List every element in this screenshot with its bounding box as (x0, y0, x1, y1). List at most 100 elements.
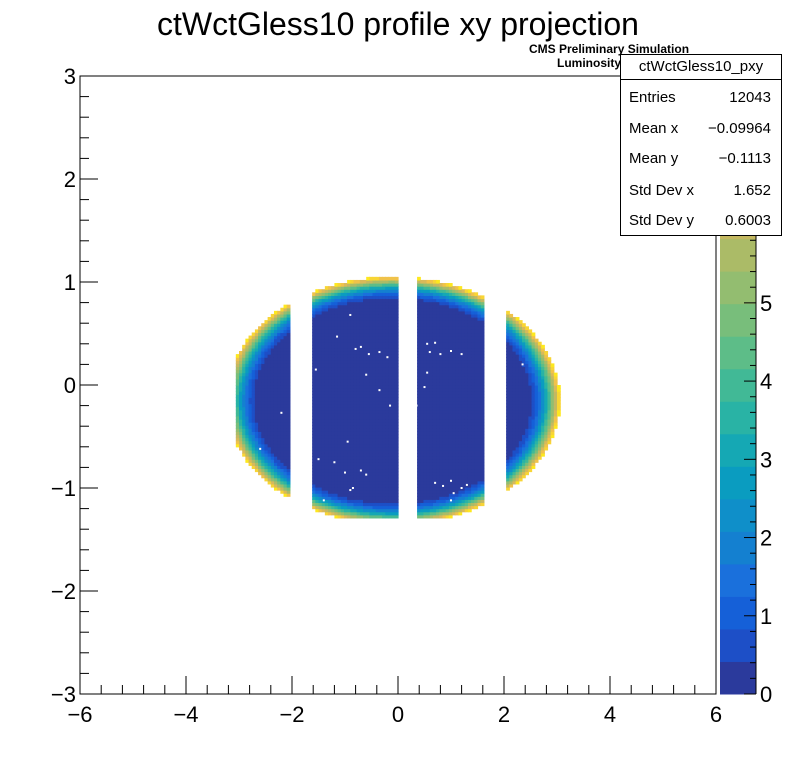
heatmap-cell (318, 323, 323, 327)
heatmap-cell (436, 286, 440, 290)
heatmap-cell (286, 486, 291, 491)
heatmap-cell (242, 425, 246, 429)
heatmap-cell (366, 363, 370, 368)
heatmap-cell (436, 378, 440, 383)
heatmap-cell (312, 496, 316, 500)
heatmap-cell (286, 344, 291, 349)
heatmap-cell (359, 511, 364, 516)
heatmap-cell (506, 338, 510, 343)
heatmap-cell (372, 329, 377, 334)
heatmap-cell (273, 483, 278, 488)
heatmap-cell (280, 363, 285, 368)
heatmap-cell (273, 477, 278, 482)
heatmap-cell (375, 394, 380, 398)
heatmap-cell (254, 388, 259, 392)
heatmap-cell (442, 412, 447, 417)
heatmap-cell (378, 354, 383, 358)
heatmap-cell (439, 304, 444, 309)
heatmap-cell (452, 474, 456, 479)
heatmap-cell (452, 465, 456, 470)
heatmap-cell (432, 415, 437, 420)
heatmap-cell (429, 323, 434, 327)
heatmap-cell (445, 292, 450, 296)
heatmap-cell (347, 452, 351, 457)
heatmap-cell (436, 480, 440, 485)
heatmap-cell (251, 452, 256, 457)
heatmap-cell (283, 351, 288, 355)
heatmap-cell (242, 440, 246, 445)
heatmap-cell (417, 298, 421, 303)
heatmap-cell (432, 449, 437, 454)
heatmap-cell (315, 366, 320, 371)
heatmap-cell (385, 452, 390, 457)
heatmap-cell (378, 391, 383, 395)
heatmap-cell (264, 471, 269, 476)
heatmap-cell (369, 295, 374, 300)
heatmap-cell (318, 320, 323, 324)
heatmap-cell (273, 462, 278, 466)
heatmap-cell (353, 301, 358, 306)
heatmap-cell (385, 295, 390, 300)
heatmap-cell (461, 298, 466, 303)
heatmap-cell (331, 493, 335, 497)
heatmap-cell (254, 363, 259, 368)
heatmap-cell (461, 434, 466, 439)
heatmap-cell (343, 425, 348, 429)
heatmap-cell (423, 357, 428, 361)
heatmap-cell (363, 295, 367, 300)
heatmap-cell (439, 514, 444, 519)
heatmap-cell (251, 459, 256, 463)
heatmap-cell (347, 431, 351, 436)
heatmap-cell (321, 480, 326, 485)
heatmap-cell (445, 283, 450, 287)
heatmap-cell (366, 422, 370, 426)
heatmap-cell (286, 329, 291, 334)
heatmap-cell (277, 366, 281, 371)
heatmap-cell (522, 344, 526, 349)
heatmap-cell (328, 480, 332, 485)
heatmap-cell (321, 326, 326, 330)
heatmap-cell (458, 391, 463, 395)
heatmap-cell (343, 511, 348, 516)
heatmap-cell (474, 357, 479, 361)
heatmap-cell (254, 391, 259, 395)
heatmap-cell (512, 452, 517, 457)
heatmap-cell (518, 388, 523, 392)
heatmap-cell (264, 329, 269, 334)
heatmap-cell (506, 468, 510, 473)
heatmap-cell (474, 440, 479, 445)
heatmap-cell (518, 372, 523, 377)
heatmap-cell (385, 465, 390, 470)
heatmap-cell (442, 307, 447, 312)
heatmap-cell (347, 326, 351, 330)
heatmap-cell (318, 295, 323, 300)
heatmap-cell (452, 493, 456, 497)
heatmap-cell (264, 357, 269, 361)
heatmap-cell (518, 437, 523, 442)
heatmap-cell (537, 360, 542, 364)
heatmap-cell (439, 381, 444, 386)
heatmap-cell (436, 289, 440, 293)
heatmap-cell (331, 286, 335, 290)
heatmap-cell (394, 428, 399, 432)
heatmap-cell (429, 459, 434, 463)
heatmap-cell (448, 320, 453, 324)
heatmap-cell (426, 403, 431, 408)
heatmap-cell (429, 298, 434, 303)
heatmap-cell (334, 459, 339, 463)
heatmap-cell (356, 422, 361, 426)
heatmap-cell (436, 391, 440, 395)
heatmap-cell (277, 335, 281, 340)
heatmap-cell (506, 369, 510, 374)
heatmap-cell (426, 440, 431, 445)
heatmap-cell (312, 418, 316, 423)
heatmap-cell (512, 375, 517, 380)
heatmap-cell (363, 499, 367, 504)
heatmap-cell (445, 511, 450, 516)
heatmap-cell (518, 428, 523, 432)
heatmap-cell (506, 329, 510, 334)
heatmap-cell (426, 363, 431, 368)
heatmap-cell (366, 483, 370, 488)
heatmap-cell (509, 425, 514, 429)
heatmap-cell (270, 403, 275, 408)
